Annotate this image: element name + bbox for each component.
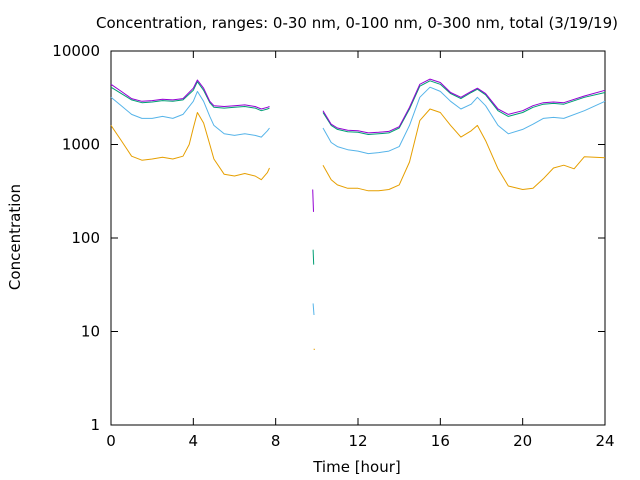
- y-tick-label: 1: [90, 416, 100, 434]
- x-tick-label: 20: [513, 432, 532, 450]
- series-line-4: [312, 189, 314, 212]
- series-lines: [110, 78, 606, 351]
- y-tick-label: 100: [71, 229, 100, 247]
- x-tick-label: 24: [595, 432, 614, 450]
- x-tick-label: 8: [271, 432, 281, 450]
- x-tick-label: 4: [189, 432, 199, 450]
- series-line-4: [110, 79, 270, 110]
- series-line-1: [313, 348, 316, 351]
- chart-title: Concentration, ranges: 0-30 nm, 0-100 nm…: [96, 14, 618, 32]
- series-line-4: [322, 78, 606, 134]
- y-tick-label: 10000: [52, 42, 100, 60]
- x-tick-label: 12: [348, 432, 367, 450]
- x-tick-label: 0: [106, 432, 116, 450]
- series-line-2: [312, 303, 315, 316]
- y-tick-label: 10: [81, 323, 100, 341]
- y-tick-label: 1000: [62, 136, 100, 154]
- y-axis-label: Concentration: [6, 184, 24, 290]
- series-line-1: [110, 112, 270, 181]
- series-line-1: [322, 108, 606, 192]
- series-line-3: [110, 81, 270, 112]
- series-line-2: [322, 86, 606, 155]
- axis-ticks: 0 4 8 12 16 20 24 1 10 100 1000 10000: [52, 42, 614, 450]
- x-tick-label: 16: [431, 432, 450, 450]
- x-axis-label: Time [hour]: [312, 458, 401, 476]
- series-line-3: [312, 249, 315, 265]
- series-line-2: [110, 90, 270, 138]
- series-line-3: [322, 80, 606, 135]
